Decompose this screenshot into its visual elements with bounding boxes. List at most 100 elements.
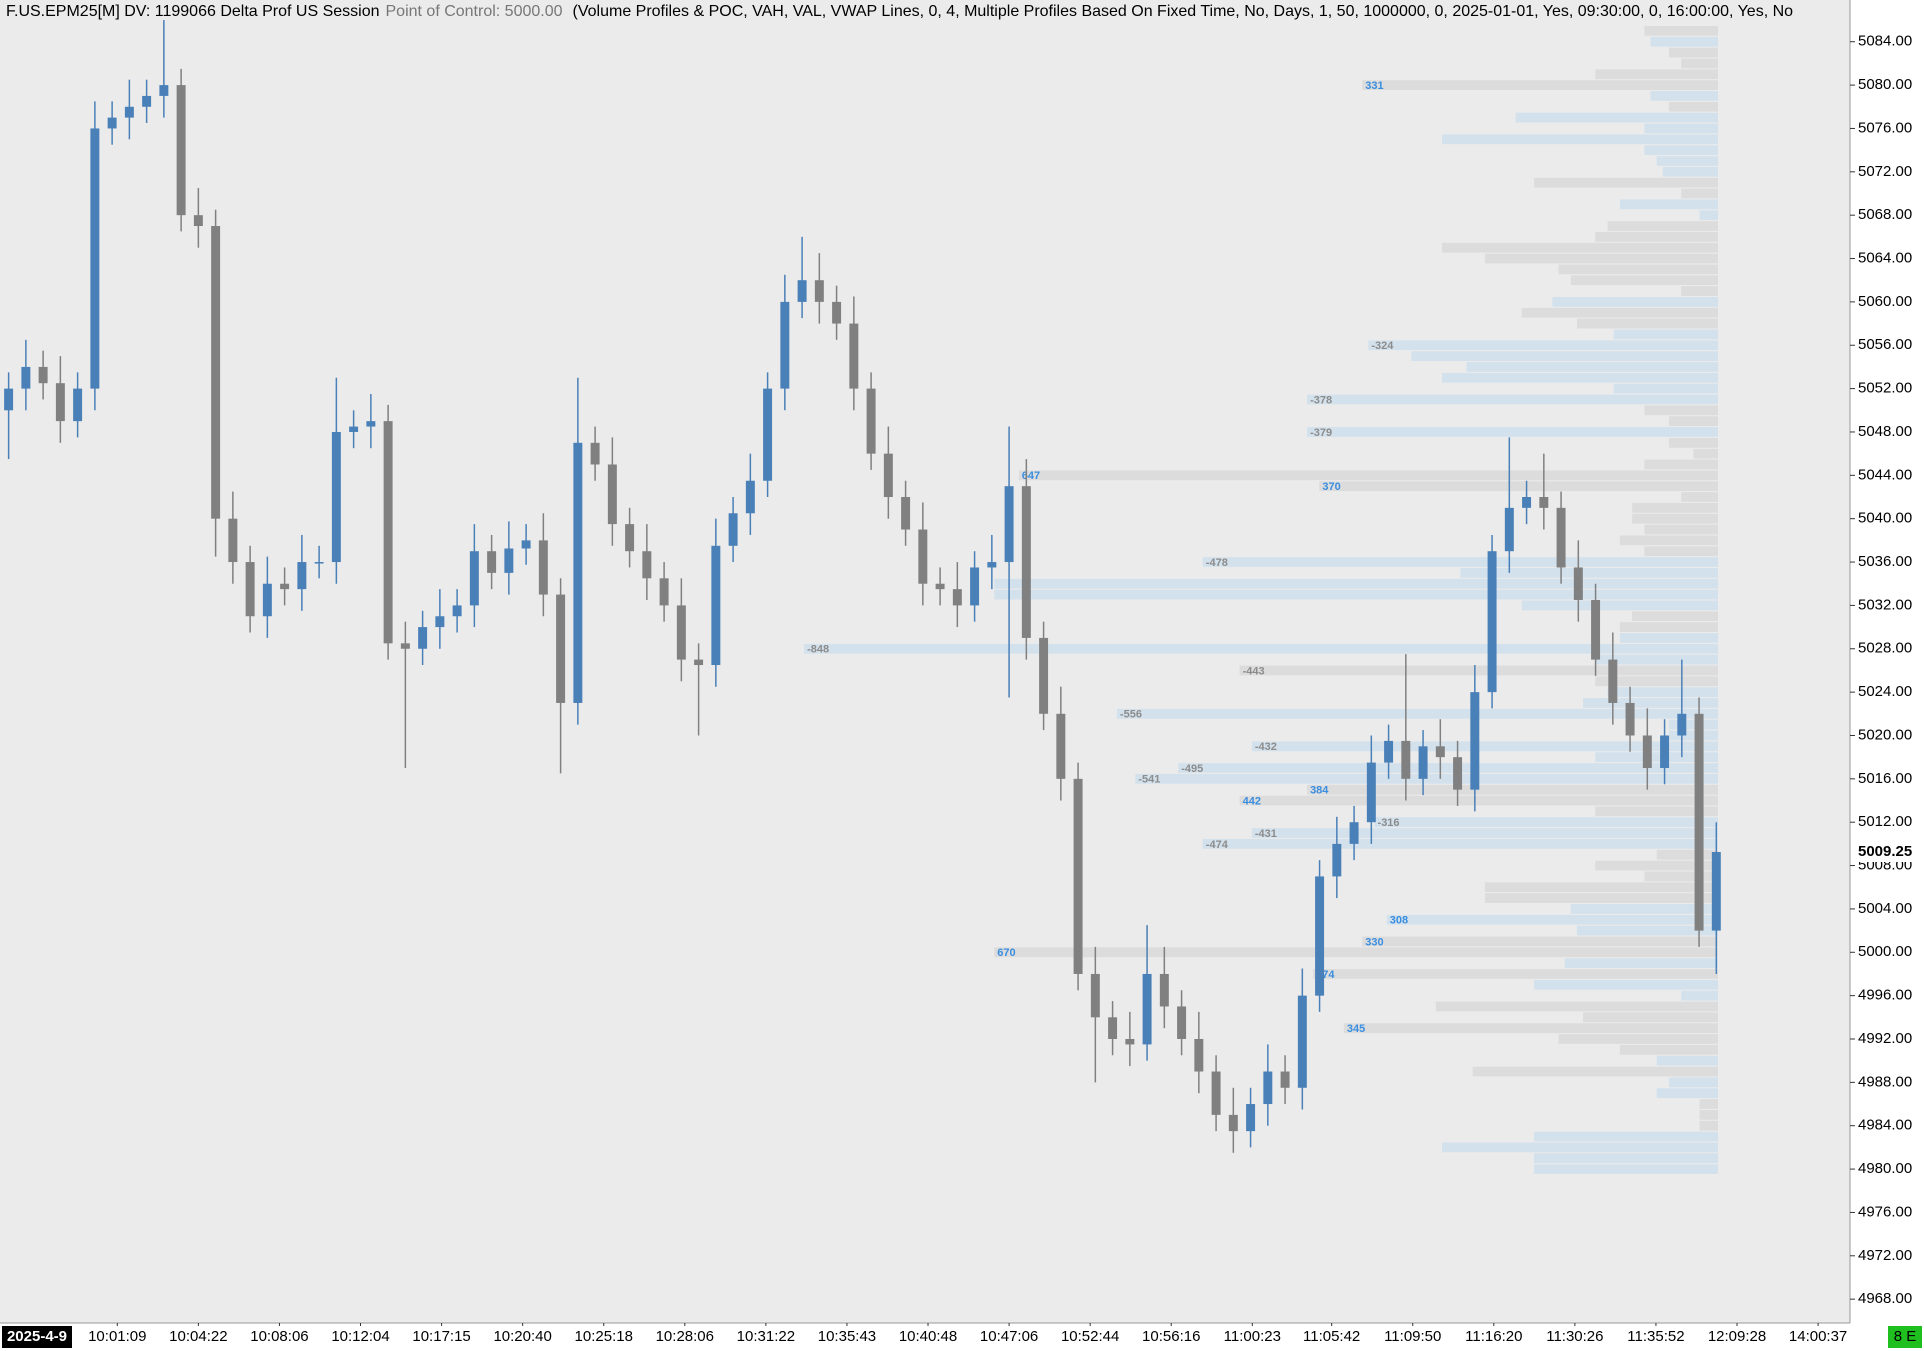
profile-bar xyxy=(1534,1153,1718,1164)
profile-bar xyxy=(1619,535,1718,546)
candle-body xyxy=(452,605,462,617)
profile-bar xyxy=(1656,1055,1718,1066)
candle-body xyxy=(349,426,359,432)
profile-bar xyxy=(1521,600,1718,611)
y-tick-label: 5052.00 xyxy=(1858,380,1912,397)
profile-bar xyxy=(1595,69,1718,80)
profile-bar xyxy=(1644,123,1718,134)
profile-bar xyxy=(994,578,1718,589)
candle-body xyxy=(211,226,221,519)
y-tick-label: 5004.00 xyxy=(1858,900,1912,917)
profile-bar xyxy=(1613,383,1718,394)
candle-body xyxy=(193,215,203,227)
profile-bar xyxy=(1178,763,1718,773)
profile-bar xyxy=(1662,166,1718,177)
y-tick-label: 4968.00 xyxy=(1858,1290,1912,1307)
candle-body xyxy=(780,301,790,389)
last-price-label: 5009.25 xyxy=(1858,843,1912,860)
x-tick-label: 10:25:18 xyxy=(575,1328,633,1345)
x-tick-label: 10:40:48 xyxy=(899,1328,957,1345)
candle-body xyxy=(262,583,272,617)
y-tick-label: 5072.00 xyxy=(1858,163,1912,180)
candle-body xyxy=(331,431,341,563)
candle-body xyxy=(1280,1071,1290,1088)
profile-bar xyxy=(1595,752,1718,763)
profile-bar xyxy=(1619,1044,1718,1055)
profile-bar xyxy=(1644,26,1718,36)
profile-delta-label: -474 xyxy=(1206,839,1229,851)
candle-body xyxy=(228,518,238,563)
y-tick-label: 4980.00 xyxy=(1858,1160,1912,1177)
profile-bar xyxy=(1656,1088,1718,1099)
candle-body xyxy=(1194,1038,1204,1072)
candle-body xyxy=(659,578,669,606)
candle-body xyxy=(314,562,324,564)
profile-bar xyxy=(1313,969,1718,979)
profile-bar xyxy=(1656,156,1718,166)
profile-bar xyxy=(1570,904,1718,914)
profile-delta-label: 308 xyxy=(1390,915,1408,927)
profile-delta-label: 442 xyxy=(1243,795,1261,807)
profile-bar xyxy=(1699,1099,1718,1109)
profile-bar xyxy=(1681,990,1718,1001)
profile-bar xyxy=(1619,199,1718,210)
profile-bar xyxy=(1650,36,1718,47)
candle-body xyxy=(935,583,945,590)
candle-body xyxy=(1315,876,1325,996)
profile-delta-label: -379 xyxy=(1310,427,1332,439)
profile-delta-label: -443 xyxy=(1243,665,1265,677)
y-tick-label: 4976.00 xyxy=(1858,1203,1912,1220)
candle-body xyxy=(1694,713,1704,931)
candle-body xyxy=(297,562,307,590)
y-tick-label: 5044.00 xyxy=(1858,466,1912,483)
candle-body xyxy=(952,589,962,606)
y-tick-label: 5032.00 xyxy=(1858,596,1912,613)
profile-delta-label: -848 xyxy=(807,644,829,656)
profile-delta-label: 384 xyxy=(1310,785,1329,797)
profile-bar xyxy=(1251,741,1718,752)
candle-body xyxy=(1573,567,1583,600)
candle-body xyxy=(245,562,255,617)
profile-bar xyxy=(1202,839,1718,849)
candle-body xyxy=(159,85,169,96)
profile-delta-label: 670 xyxy=(997,947,1015,959)
candle-body xyxy=(849,323,859,389)
profile-bar xyxy=(1595,231,1718,242)
profile-bar xyxy=(1472,1066,1718,1077)
profile-bar xyxy=(1018,470,1718,481)
candle-body xyxy=(366,421,376,427)
profile-bar xyxy=(1576,925,1718,936)
x-tick-label: 10:52:44 xyxy=(1061,1328,1119,1345)
profile-bar xyxy=(1116,708,1718,719)
date-label-box xyxy=(2,1326,72,1348)
x-tick-label: 10:56:16 xyxy=(1142,1328,1200,1345)
profile-bar xyxy=(1442,134,1718,145)
profile-bar xyxy=(1699,210,1718,221)
y-tick-label: 5040.00 xyxy=(1858,510,1912,527)
candle-body xyxy=(1246,1104,1256,1132)
profile-bar xyxy=(1668,101,1718,112)
status-label: 8 E xyxy=(1894,1328,1917,1345)
candle-body xyxy=(711,545,721,666)
x-tick-label: 10:35:43 xyxy=(818,1328,876,1345)
profile-bar xyxy=(1239,665,1718,676)
candle-body xyxy=(918,529,928,584)
candle-body xyxy=(883,453,893,498)
candle-body xyxy=(694,659,704,666)
profile-bar xyxy=(1239,795,1718,806)
profile-bar xyxy=(1368,340,1718,351)
profile-bar xyxy=(1534,1164,1718,1174)
x-tick-label: 11:16:20 xyxy=(1465,1328,1522,1345)
profile-bar xyxy=(1534,1131,1718,1142)
profile-bar xyxy=(1460,568,1718,578)
profile-bar xyxy=(1632,513,1718,524)
profile-bar xyxy=(1656,849,1718,860)
y-tick-label: 5064.00 xyxy=(1858,249,1912,266)
candle-body xyxy=(1487,551,1497,693)
profile-bar xyxy=(1442,372,1718,383)
candle-body xyxy=(1349,822,1359,844)
candle-body xyxy=(1660,735,1670,769)
profile-bar xyxy=(1644,546,1718,557)
profile-bar xyxy=(1699,1120,1718,1131)
